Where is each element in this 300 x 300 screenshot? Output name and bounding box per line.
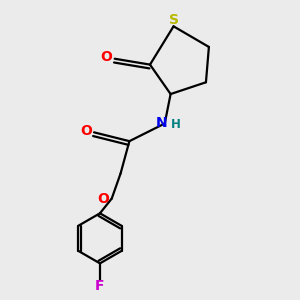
Text: F: F (95, 279, 105, 293)
Text: H: H (171, 118, 181, 131)
Text: O: O (100, 50, 112, 64)
Text: S: S (169, 13, 178, 27)
Text: O: O (97, 192, 109, 206)
Text: O: O (80, 124, 92, 138)
Text: N: N (155, 116, 167, 130)
